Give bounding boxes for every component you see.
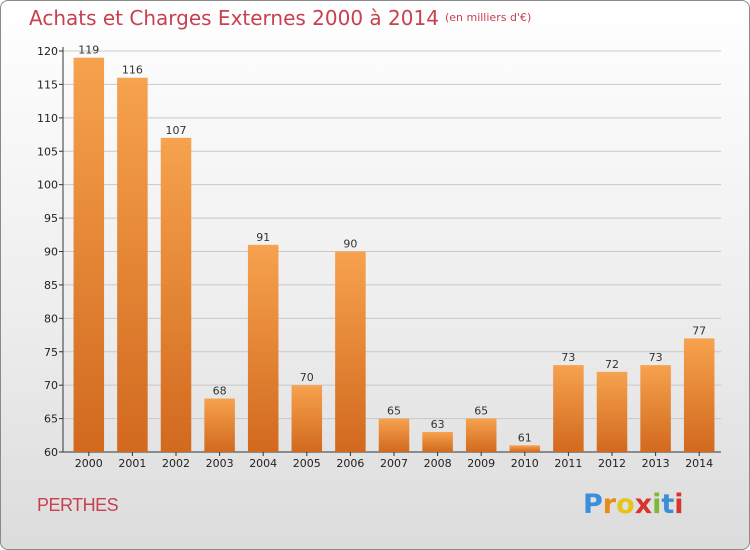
- x-tick-label: 2007: [380, 457, 408, 470]
- chart-title-text: Achats et Charges Externes 2000 à 2014: [29, 6, 439, 30]
- bar: [553, 365, 584, 452]
- x-tick-labels: 2000 2001 2002 2003 2004 2005 2006 2007 2008 2009…: [75, 457, 713, 470]
- bar: [117, 77, 148, 452]
- data-label: 91: [256, 231, 270, 244]
- x-tick-label: 2002: [162, 457, 190, 470]
- x-tick-label: 2003: [206, 457, 234, 470]
- y-tick-label: 75: [44, 346, 58, 359]
- y-tick-label: 60: [44, 446, 58, 459]
- x-tick-label: 2004: [249, 457, 277, 470]
- y-tick-labels: 60 65 70 75 80 85 90 95 100 105 110 115 120: [37, 45, 58, 459]
- town-name: PERTHES: [37, 495, 119, 515]
- y-tick-label: 80: [44, 312, 58, 325]
- data-label: 119: [78, 44, 99, 57]
- logo-letter: i: [652, 489, 662, 520]
- data-label: 72: [605, 358, 619, 371]
- y-tick-label: 120: [37, 45, 58, 58]
- bar: [73, 57, 105, 452]
- x-tick-label: 2011: [554, 457, 582, 470]
- bar: [640, 365, 671, 452]
- x-tick-label: 2001: [118, 457, 146, 470]
- logo-letter: r: [602, 489, 617, 520]
- data-label: 65: [387, 405, 401, 418]
- x-tick-label: 2008: [424, 457, 452, 470]
- x-tick-label: 2005: [293, 457, 321, 470]
- chart-unit: (en milliers d'€): [444, 11, 532, 24]
- logo-letter: t: [661, 489, 675, 520]
- y-tick-label: 95: [44, 212, 58, 225]
- data-label: 73: [649, 351, 663, 364]
- bar: [378, 418, 410, 452]
- data-label: 68: [213, 385, 227, 398]
- x-tick-label: 2000: [75, 457, 103, 470]
- x-tick-label: 2013: [642, 457, 670, 470]
- data-label: 77: [692, 324, 706, 337]
- bars: [73, 57, 715, 452]
- logo-letter: P: [583, 489, 603, 520]
- bar: [335, 251, 366, 452]
- logo-letter: i: [674, 489, 684, 520]
- logo-letter: o: [616, 489, 635, 520]
- data-label: 107: [166, 124, 187, 137]
- y-tick-label: 70: [44, 379, 58, 392]
- x-tick-label: 2010: [511, 457, 539, 470]
- data-label: 65: [474, 405, 488, 418]
- data-label: 116: [122, 64, 143, 77]
- bar: [465, 418, 497, 452]
- bar: [204, 398, 235, 452]
- bar: [683, 338, 715, 452]
- bar: [509, 445, 541, 452]
- x-tick-label: 2006: [336, 457, 364, 470]
- chart-title: Achats et Charges Externes 2000 à 2014 (e…: [29, 6, 531, 30]
- bar: [247, 244, 279, 452]
- proxiti-logo: Proxiti: [583, 489, 684, 520]
- bar: [422, 431, 453, 452]
- y-tick-label: 115: [37, 78, 58, 91]
- bar: [291, 385, 323, 452]
- data-label: 70: [300, 371, 314, 384]
- data-label: 61: [518, 431, 532, 444]
- y-tick-label: 100: [37, 179, 58, 192]
- bar: [160, 137, 192, 452]
- bar: [596, 371, 628, 452]
- data-labels: 119 116 107 68 91 70 90 65 63 65 61 73 72 73 77: [78, 44, 706, 445]
- logo-letter: x: [634, 489, 653, 520]
- y-tick-label: 65: [44, 413, 58, 426]
- y-tick-label: 85: [44, 279, 58, 292]
- data-label: 90: [343, 238, 357, 251]
- data-label: 63: [431, 418, 445, 431]
- y-tick-label: 110: [37, 112, 58, 125]
- x-tick-label: 2012: [598, 457, 626, 470]
- x-tick-label: 2014: [685, 457, 713, 470]
- y-tick-label: 105: [37, 145, 58, 158]
- data-label: 73: [561, 351, 575, 364]
- x-tick-label: 2009: [467, 457, 495, 470]
- y-tick-label: 90: [44, 246, 58, 259]
